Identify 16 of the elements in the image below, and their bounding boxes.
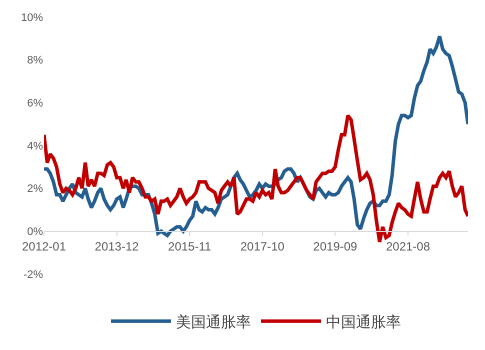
y-tick-label: 4% (27, 140, 44, 152)
y-tick-label: 0% (27, 226, 44, 238)
x-tick-label: 2015-11 (168, 240, 212, 254)
x-tick-label: 2019-09 (313, 240, 358, 254)
x-tick-label: 2017-10 (240, 240, 285, 254)
x-tick-label: 2012-01 (22, 240, 66, 254)
y-tick-label: 2% (27, 183, 44, 196)
y-tick-label: 6% (27, 98, 44, 110)
x-tick-label: 2021-08 (386, 240, 430, 254)
legend-label: 中国通胀率 (326, 314, 401, 331)
legend-label: 美国通胀率 (176, 314, 251, 331)
y-tick-label: 8% (27, 54, 44, 67)
y-tick-label: -2% (23, 268, 44, 281)
x-tick-label: 2013-12 (94, 240, 140, 254)
line-series (44, 114, 468, 244)
y-tick-label: 10% (20, 12, 44, 24)
